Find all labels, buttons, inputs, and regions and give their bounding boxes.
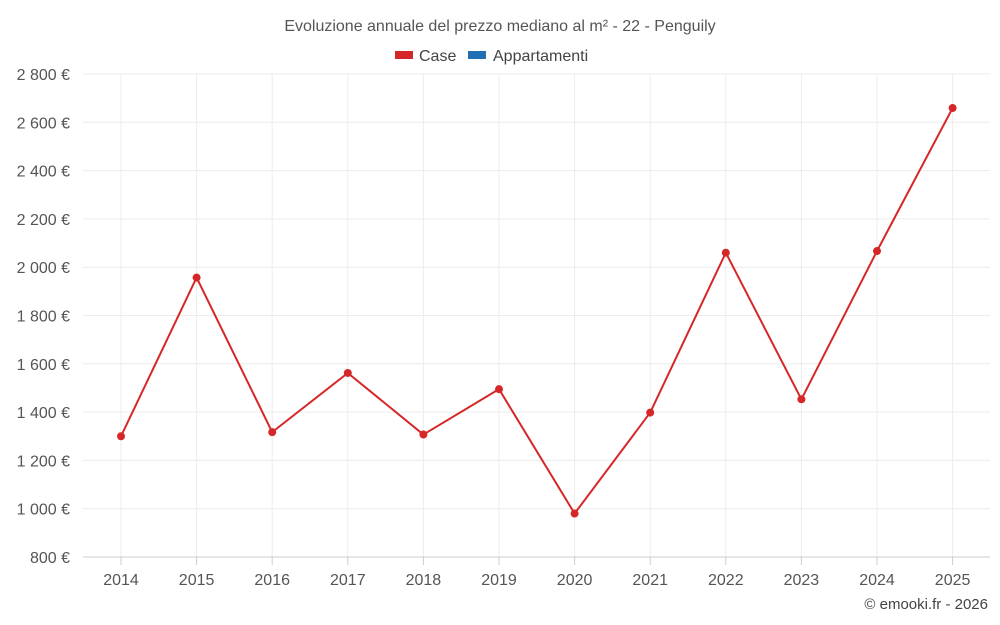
data-point-case[interactable]: [797, 395, 806, 404]
y-tick-label: 2 600 €: [17, 115, 70, 132]
y-tick-label: 2 000 €: [17, 260, 70, 277]
y-axis-labels: 800 € 1 000 € 1 200 € 1 400 € 1 600 € 1 800 €…: [17, 67, 70, 567]
y-tick-label: 2 200 €: [17, 212, 70, 229]
data-point-case[interactable]: [192, 273, 201, 282]
x-tick-label: 2023: [784, 572, 820, 589]
legend-swatch-case: [395, 51, 413, 59]
y-tick-label: 2 800 €: [17, 67, 70, 84]
legend-swatch-appartamenti: [468, 51, 486, 59]
data-point-case[interactable]: [646, 408, 655, 417]
x-axis-labels: 2014 2015 2016 2017 2018 2019 2020 2021 2022 2023…: [103, 557, 970, 589]
series-lines: [120, 107, 954, 515]
x-tick-label: 2019: [481, 572, 517, 589]
legend-label-case: Case: [419, 48, 456, 65]
legend-label-appartamenti: Appartamenti: [493, 48, 588, 65]
data-point-case[interactable]: [419, 430, 428, 439]
x-tick-label: 2017: [330, 572, 366, 589]
x-tick-label: 2016: [254, 572, 290, 589]
data-point-case[interactable]: [873, 247, 881, 256]
chart-title: Evoluzione annuale del prezzo mediano al…: [284, 18, 715, 35]
y-tick-label: 800 €: [30, 550, 70, 567]
data-point-case[interactable]: [570, 509, 579, 518]
y-tick-label: 1 600 €: [17, 357, 70, 374]
data-point-case[interactable]: [721, 248, 730, 257]
x-tick-label: 2025: [935, 572, 971, 589]
y-tick-label: 1 200 €: [17, 453, 70, 470]
x-tick-label: 2022: [708, 572, 744, 589]
copyright-text: © emooki.fr - 2026: [864, 596, 988, 613]
x-tick-label: 2024: [859, 572, 895, 589]
x-tick-label: 2015: [179, 572, 215, 589]
legend-item-case[interactable]: Case: [395, 48, 456, 65]
legend-item-appartamenti[interactable]: Appartamenti: [468, 48, 588, 65]
series-points: [117, 104, 957, 518]
data-point-case[interactable]: [268, 428, 277, 437]
data-point-case[interactable]: [343, 368, 352, 377]
data-point-case[interactable]: [117, 432, 125, 441]
y-tick-label: 2 400 €: [17, 164, 70, 181]
series-line-case: [120, 107, 954, 515]
data-point-case[interactable]: [948, 104, 957, 113]
x-tick-label: 2020: [557, 572, 593, 589]
data-point-case[interactable]: [495, 385, 503, 394]
y-gridlines: [83, 73, 990, 558]
y-tick-label: 1 000 €: [17, 502, 70, 519]
y-tick-label: 1 400 €: [17, 405, 70, 422]
x-tick-label: 2018: [406, 572, 442, 589]
legend: Case Appartamenti: [395, 48, 588, 65]
x-tick-label: 2014: [103, 572, 139, 589]
x-gridlines: [120, 74, 954, 557]
y-tick-label: 1 800 €: [17, 309, 70, 326]
x-tick-label: 2021: [632, 572, 668, 589]
